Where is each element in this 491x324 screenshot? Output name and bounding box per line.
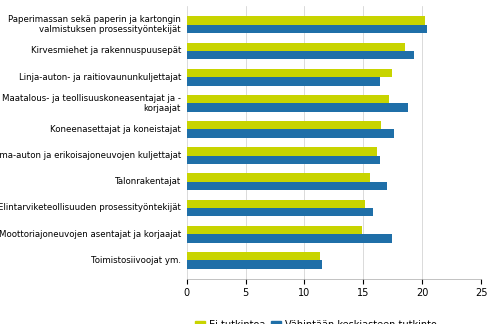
Bar xyxy=(187,234,392,243)
Bar xyxy=(187,17,425,25)
Bar xyxy=(187,77,380,86)
Bar xyxy=(187,200,364,208)
Bar xyxy=(187,121,381,130)
Bar xyxy=(187,173,370,182)
Bar xyxy=(187,25,427,33)
Bar xyxy=(187,208,373,216)
Bar xyxy=(187,69,392,77)
Bar xyxy=(187,252,320,260)
Legend: Ei tutkintoa, Vähintään keskiasteen tutkinto: Ei tutkintoa, Vähintään keskiasteen tutk… xyxy=(191,316,440,324)
Bar xyxy=(187,156,380,164)
Bar xyxy=(187,182,387,190)
Bar xyxy=(187,42,405,51)
Bar xyxy=(187,130,394,138)
Bar xyxy=(187,95,389,103)
Bar xyxy=(187,147,378,156)
Bar xyxy=(187,51,414,59)
Bar xyxy=(187,103,408,112)
Bar xyxy=(187,226,362,234)
Bar xyxy=(187,260,322,269)
